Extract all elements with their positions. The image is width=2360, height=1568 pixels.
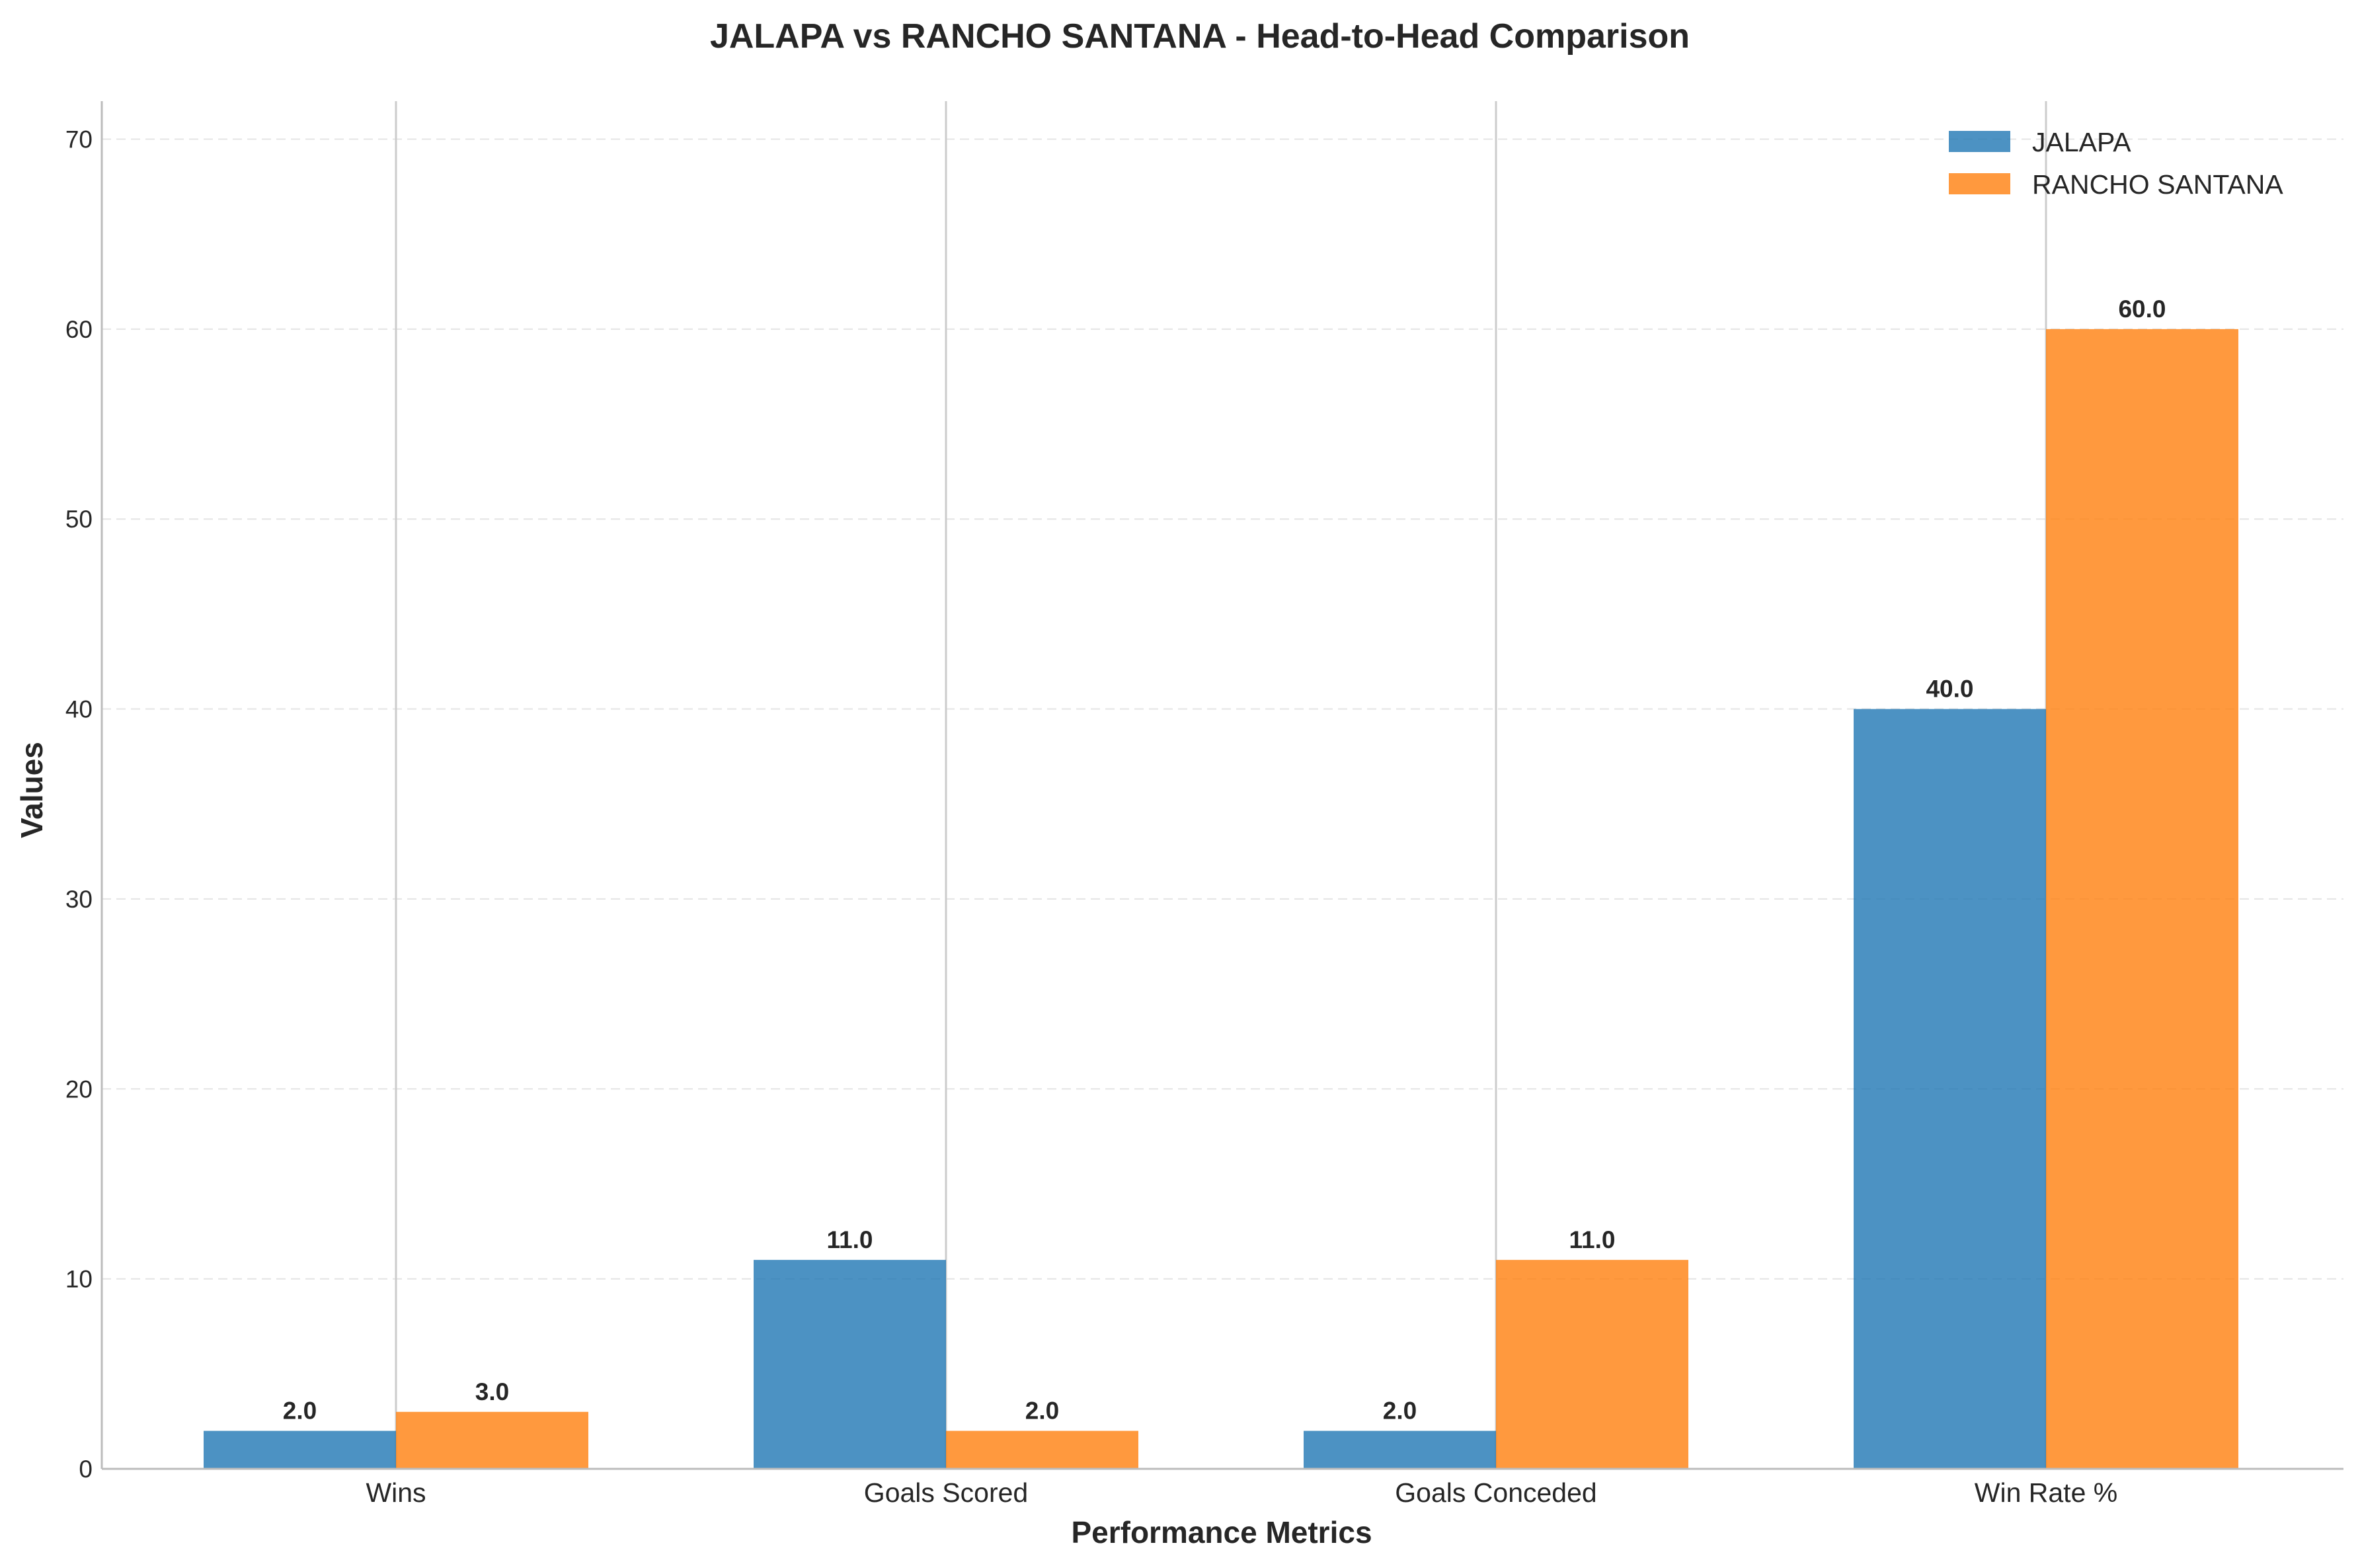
axes [100,101,2343,1470]
bar-rancho-santana [1496,1259,1688,1469]
y-axis-label: Values [15,742,49,838]
bars [204,329,2238,1469]
data-label-rancho-santana: 3.0 [475,1378,509,1405]
legend-label-jalapa: JALAPA [2032,127,2131,157]
data-label-rancho-santana: 60.0 [2118,295,2166,323]
legend-swatch-jalapa [1949,131,2010,152]
x-axis-label: Performance Metrics [1071,1515,1372,1549]
data-label-jalapa: 40.0 [1926,676,1973,703]
x-ticks: Wins Goals Scored Goals Conceded Win Rate % [366,1477,2117,1508]
y-tick-label: 70 [65,126,93,153]
y-tick-label: 10 [65,1266,93,1293]
data-label-jalapa: 11.0 [827,1226,873,1253]
legend-swatch-rancho-santana [1949,173,2010,194]
y-tick-label: 50 [65,506,93,533]
y-tick-label: 40 [65,696,93,723]
bar-rancho-santana [396,1411,588,1469]
legend-label-rancho-santana: RANCHO SANTANA [2032,169,2283,200]
y-tick-label: 20 [65,1076,93,1103]
bar-jalapa [1854,709,2046,1469]
x-tick-label: Goals Conceded [1395,1477,1596,1508]
data-labels: 2.0 11.0 2.0 40.0 3.0 2.0 11.0 60.0 [283,295,2166,1425]
y-tick-label: 30 [65,886,93,913]
bar-jalapa [1304,1431,1496,1469]
y-ticks: 0 10 20 30 40 50 60 70 [65,126,93,1483]
data-label-jalapa: 2.0 [283,1397,317,1425]
x-tick-label: Goals Scored [864,1477,1028,1508]
bar-rancho-santana [946,1431,1138,1469]
y-tick-label: 60 [65,316,93,343]
data-label-rancho-santana: 11.0 [1569,1226,1616,1253]
data-label-rancho-santana: 2.0 [1025,1397,1059,1425]
bar-jalapa [754,1259,946,1469]
chart-title: JALAPA vs RANCHO SANTANA - Head-to-Head … [710,17,1690,56]
x-tick-label: Wins [366,1477,426,1508]
bar-jalapa [204,1431,396,1469]
legend: JALAPA RANCHO SANTANA [1949,127,2283,200]
data-label-jalapa: 2.0 [1383,1397,1417,1425]
x-tick-label: Win Rate % [1975,1477,2117,1508]
y-tick-label: 0 [79,1456,93,1483]
bar-rancho-santana [2046,329,2238,1469]
